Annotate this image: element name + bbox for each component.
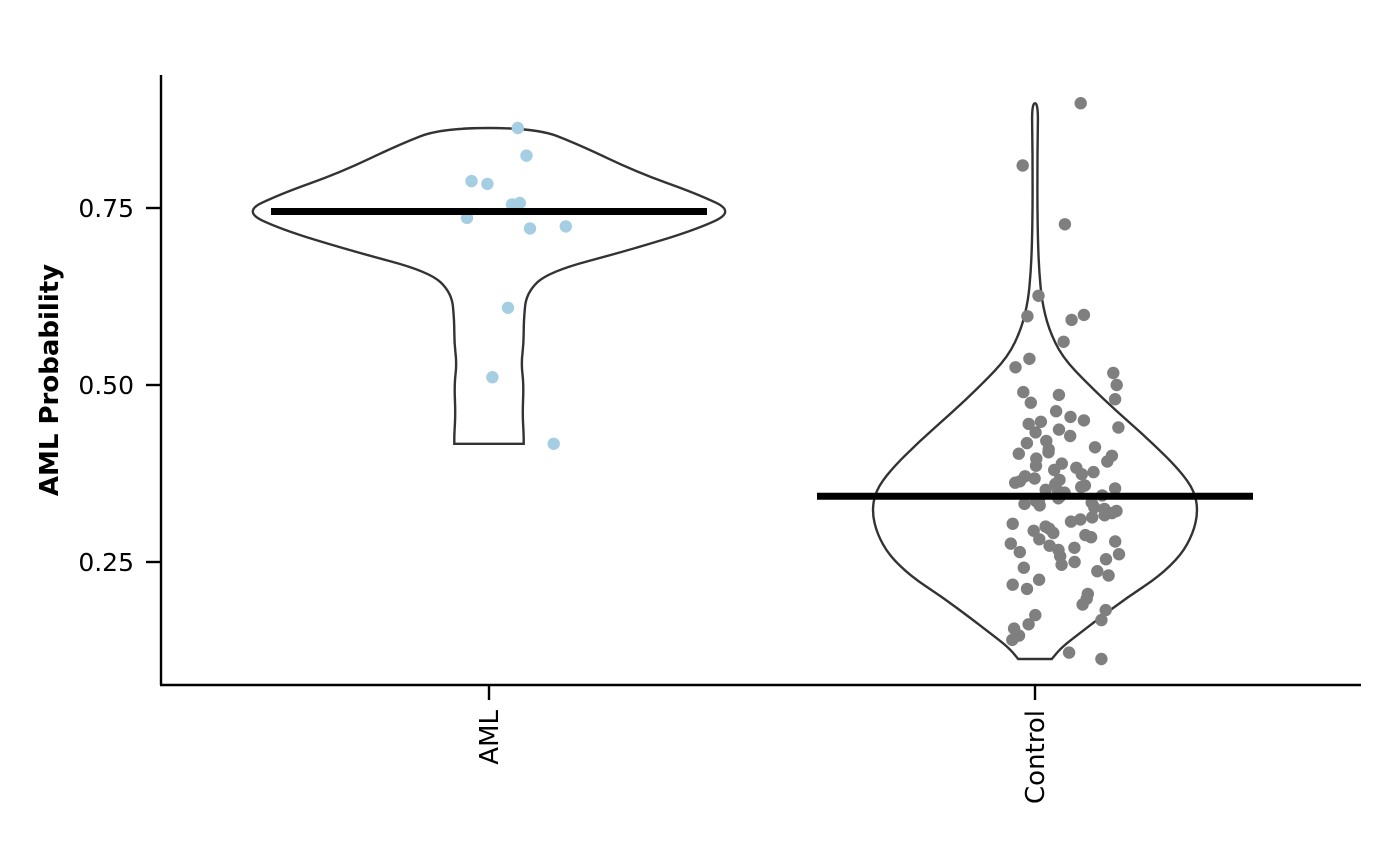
point-control (1098, 509, 1111, 522)
point-control (1020, 436, 1034, 450)
point-aml (501, 301, 515, 314)
point-control (1009, 476, 1022, 489)
point-control (1077, 308, 1091, 322)
point-control (1033, 533, 1046, 546)
point-aml (520, 149, 533, 162)
point-control (1064, 410, 1077, 424)
y-tick-label: 0.75 (78, 194, 134, 223)
point-control (1101, 455, 1114, 468)
point-control (1017, 561, 1030, 574)
point-control (1108, 482, 1122, 495)
point-control (1057, 335, 1070, 348)
point-control (1099, 603, 1112, 617)
point-aml (523, 222, 537, 235)
point-control (1047, 526, 1060, 540)
violin-aml (251, 126, 727, 445)
point-control (1064, 429, 1077, 443)
point-control (1034, 415, 1048, 428)
point-control (1042, 446, 1055, 459)
point-control (1095, 652, 1108, 666)
point-control (1024, 396, 1038, 409)
point-control (1088, 501, 1101, 514)
point-control (1102, 569, 1115, 582)
point-control (1004, 537, 1017, 550)
point-control (1048, 463, 1061, 477)
point-control (1022, 417, 1035, 431)
point-control (1006, 633, 1019, 647)
point-control (1013, 545, 1026, 559)
point-control (1033, 499, 1046, 512)
x-tick-label-aml: AML (475, 710, 505, 765)
point-control (1009, 361, 1022, 374)
point-control (1074, 513, 1087, 526)
point-control (1110, 378, 1123, 392)
point-aml (481, 177, 494, 191)
y-tick-label: 0.25 (78, 548, 134, 577)
point-control (1109, 535, 1122, 548)
point-control (1020, 582, 1034, 596)
point-aml (486, 371, 499, 384)
point-control (1095, 613, 1108, 627)
point-control (1076, 598, 1089, 611)
point-control (1075, 480, 1088, 494)
point-aml (513, 196, 526, 210)
y-axis-label: AML Probability (35, 264, 65, 496)
point-control (1055, 558, 1068, 571)
point-control (1107, 366, 1120, 380)
point-control (1077, 414, 1091, 427)
point-control (1029, 426, 1042, 439)
axes: AML Control 0.25 0.50 0.75 (78, 75, 1361, 804)
point-control (1108, 393, 1122, 406)
point-control (1087, 465, 1100, 479)
point-control (1091, 565, 1104, 578)
point-control (1084, 531, 1098, 544)
point-control (1022, 618, 1035, 631)
point-control (1029, 459, 1043, 472)
point-control (1088, 441, 1102, 454)
point-control (1017, 385, 1030, 399)
point-control (1064, 515, 1078, 528)
point-aml (547, 437, 560, 450)
point-control (1065, 313, 1078, 327)
y-tick-label: 0.50 (78, 371, 134, 400)
point-control (1032, 289, 1045, 302)
point-control (1029, 608, 1042, 622)
point-control (1028, 472, 1041, 485)
point-aml (511, 121, 524, 135)
point-control (1086, 511, 1099, 524)
point-aml (465, 174, 478, 188)
point-control (1006, 578, 1019, 591)
point-aml (559, 220, 572, 233)
point-control (1012, 447, 1025, 460)
point-control (1049, 405, 1063, 418)
point-control (1006, 517, 1019, 530)
point-control (1112, 421, 1125, 434)
point-control (1052, 388, 1066, 402)
point-control (1068, 541, 1081, 554)
point-control (1052, 423, 1066, 436)
violin-control (871, 101, 1199, 661)
point-control (1068, 555, 1081, 569)
point-control (1021, 310, 1034, 323)
point-control (1018, 497, 1031, 511)
plot-area (251, 97, 1253, 666)
point-control (1062, 646, 1076, 659)
point-control (1099, 553, 1113, 566)
point-control (1058, 218, 1072, 231)
point-control (1023, 352, 1036, 365)
x-tick-label-control: Control (1021, 710, 1051, 804)
point-control (1074, 97, 1087, 110)
point-control (1032, 573, 1046, 586)
point-control (1075, 468, 1089, 481)
point-control (1112, 548, 1126, 561)
point-control (1016, 159, 1029, 172)
